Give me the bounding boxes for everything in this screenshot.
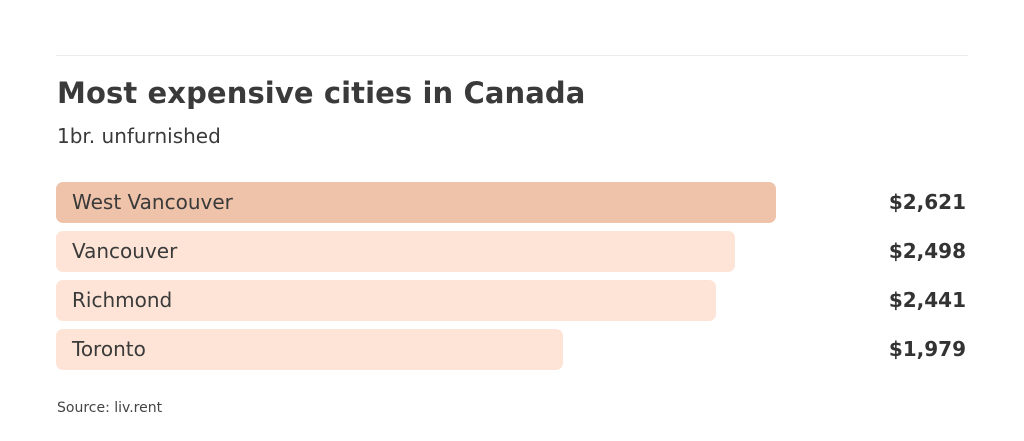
bar-category-label: Toronto: [72, 337, 146, 361]
bar-category-label: West Vancouver: [72, 190, 233, 214]
bar-row: Toronto $1,979: [56, 329, 968, 370]
source-note: Source: liv.rent: [57, 400, 163, 416]
bar-value-label: $2,441: [888, 288, 966, 312]
top-divider: [56, 55, 968, 56]
bar-value-label: $2,498: [888, 239, 966, 263]
bar: [56, 182, 776, 223]
bar: [56, 329, 563, 370]
bar-row: Richmond $2,441: [56, 280, 968, 321]
bar-row: Vancouver $2,498: [56, 231, 968, 272]
bar-category-label: Vancouver: [72, 239, 178, 263]
bar: [56, 280, 717, 321]
bar-value-label: $2,621: [888, 190, 966, 214]
bar-value-label: $1,979: [888, 337, 966, 361]
chart-title: Most expensive cities in Canada: [57, 76, 586, 110]
bar-category-label: Richmond: [72, 288, 173, 312]
bar-row: West Vancouver $2,621: [56, 182, 968, 223]
chart-subtitle: 1br. unfurnished: [57, 124, 221, 148]
bar: [56, 231, 736, 272]
